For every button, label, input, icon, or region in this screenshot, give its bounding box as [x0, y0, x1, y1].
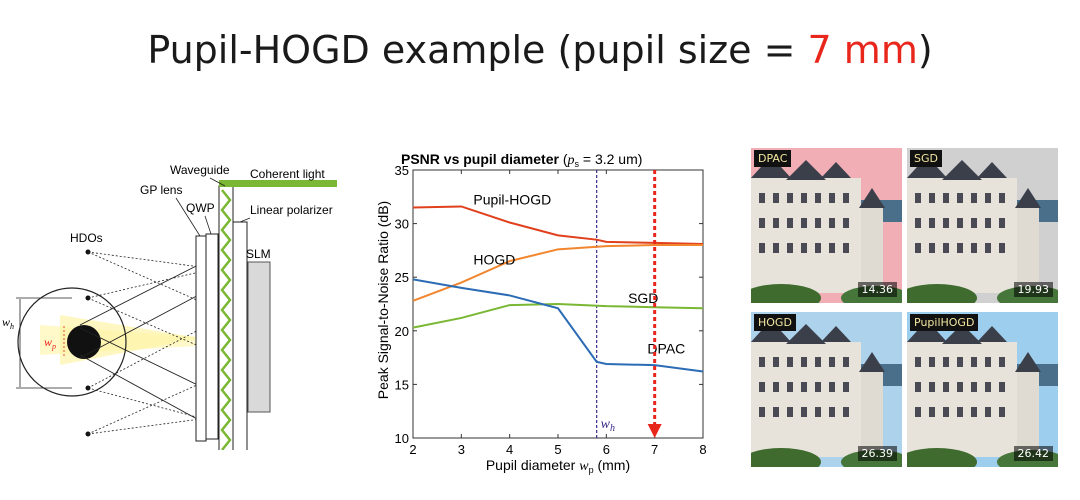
method-badge: HOGD	[754, 314, 796, 331]
psnr-score: 26.39	[857, 446, 897, 461]
label-coherent-light: Coherent light	[250, 167, 325, 181]
wp-label: wp	[44, 335, 56, 351]
psnr-score: 14.36	[857, 282, 897, 297]
x-tick-label: 6	[603, 442, 610, 457]
series-label-sgd: SGD	[628, 290, 658, 306]
series-line-pupil-hogd	[412, 205, 704, 245]
method-badge: PupilHOGD	[910, 314, 979, 331]
pupil-arrow-head	[647, 424, 662, 438]
series-label-pupil-hogd: Pupil-HOGD	[473, 191, 551, 207]
y-tick-label: 25	[395, 270, 409, 285]
x-axis-label: Pupil diameter wp (mm)	[486, 457, 630, 475]
x-tick-label: 3	[458, 442, 465, 457]
psnr-chart: PSNR vs pupil diameter (ps = 3.2 um) 2 3 4…	[375, 151, 707, 475]
y-tick-label: 35	[395, 163, 409, 178]
label-slm: SLM	[246, 247, 271, 261]
slide-title: Pupil-HOGD example (pupil size = 7 mm)	[0, 28, 1080, 72]
x-tick-label: 2	[409, 442, 416, 457]
slm	[247, 261, 271, 413]
optical-diagram: wh wp Waveguide Coherent light GP lens Q…	[2, 163, 337, 450]
psnr-score: 26.42	[1013, 446, 1053, 461]
chart-title: PSNR vs pupil diameter (ps = 3.2 um)	[401, 151, 642, 169]
castle-photo	[907, 312, 1058, 467]
plot-area: 2 3 4 5 6 7 8 10 15 20 25 30 35 wh Pupil-HOGD HOGD SGD DP…	[395, 163, 707, 457]
label-waveguide: Waveguide	[170, 163, 230, 177]
series-label-hogd: HOGD	[473, 251, 515, 267]
y-axis-label: Peak Signal-to-Noise Ratio (dB)	[375, 201, 391, 399]
series-line-sgd	[412, 302, 704, 329]
x-tick-label: 5	[554, 442, 561, 457]
y-tick-label: 10	[395, 431, 409, 446]
result-image-dpac: DPAC 14.36	[751, 148, 902, 303]
result-image-pupilhogd: PupilHOGD 26.42	[907, 312, 1058, 467]
label-linear-polarizer: Linear polarizer	[250, 203, 333, 217]
series-line-dpac	[412, 278, 704, 373]
waveguide-zigzag	[220, 189, 232, 450]
gp-lens	[195, 235, 207, 442]
y-tick-label: 20	[395, 324, 409, 339]
linear-polarizer	[232, 221, 248, 450]
eye-circle	[17, 287, 127, 397]
y-tick-label: 15	[395, 377, 409, 392]
x-tick-label: 8	[699, 442, 706, 457]
castle-photo	[751, 148, 902, 303]
result-image-hogd: HOGD 26.39	[751, 312, 902, 467]
eye-pupil	[67, 325, 101, 359]
label-leaders	[175, 177, 251, 237]
label-gp-lens: GP lens	[140, 183, 182, 197]
title-highlight: 7 mm	[807, 28, 918, 72]
wh-marker-label: wh	[601, 417, 615, 434]
wh-label: wh	[2, 315, 14, 331]
label-qwp: QWP	[186, 201, 215, 215]
title-prefix: Pupil-HOGD example (pupil size =	[147, 28, 808, 72]
castle-photo	[907, 148, 1058, 303]
psnr-score: 19.93	[1013, 282, 1053, 297]
coherent-light-beam	[219, 180, 337, 187]
qwp-plate	[205, 233, 219, 440]
series-line-hogd	[412, 244, 703, 302]
castle-photo	[751, 312, 902, 467]
y-tick-label: 30	[395, 217, 409, 232]
series-label-dpac: DPAC	[647, 340, 685, 356]
title-suffix: )	[917, 28, 933, 72]
label-hdos: HDOs	[70, 231, 103, 245]
x-tick-label: 7	[651, 442, 658, 457]
dotted-rays	[87, 251, 209, 435]
method-badge: SGD	[910, 150, 942, 167]
solid-rays	[79, 259, 209, 426]
method-badge: DPAC	[754, 150, 792, 167]
x-tick-label: 4	[506, 442, 513, 457]
result-image-sgd: SGD 19.93	[907, 148, 1058, 303]
